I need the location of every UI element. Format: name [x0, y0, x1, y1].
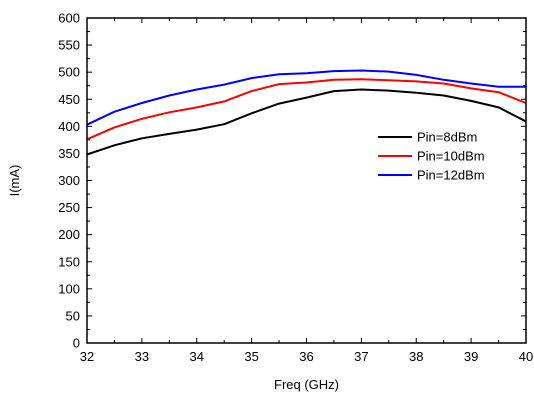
- y-tick-label: 600: [58, 11, 80, 26]
- y-axis-label: I(mA): [7, 165, 22, 197]
- y-tick-label: 200: [58, 227, 80, 242]
- x-tick-label: 39: [464, 349, 478, 364]
- y-tick-label: 300: [58, 173, 80, 188]
- y-tick-label: 100: [58, 281, 80, 296]
- y-tick-label: 0: [73, 336, 80, 351]
- y-tick-label: 50: [66, 308, 80, 323]
- x-tick-label: 34: [190, 349, 204, 364]
- x-tick-label: 38: [409, 349, 423, 364]
- legend-label: Pin=10dBm: [417, 149, 485, 164]
- tick-labels: 32 33 34 35 36 37 38 39 400501001502002503003504…: [58, 11, 533, 365]
- x-tick-label: 37: [354, 349, 368, 364]
- series-line: [86, 78, 527, 141]
- x-tick-label: 33: [135, 349, 149, 364]
- y-tick-label: 500: [58, 65, 80, 80]
- series-line: [86, 69, 526, 126]
- x-tick-label: 35: [244, 349, 258, 364]
- y-tick-label: 450: [58, 92, 80, 107]
- x-tick-label: 40: [519, 349, 533, 364]
- legend-label: Pin=12dBm: [417, 168, 485, 183]
- x-axis-label: Freq (GHz): [274, 377, 339, 392]
- x-tick-label: 36: [299, 349, 313, 364]
- y-tick-label: 250: [58, 200, 80, 215]
- y-tick-label: 400: [58, 119, 80, 134]
- y-tick-label: 150: [58, 254, 80, 269]
- legend-label: Pin=8dBm: [417, 130, 477, 145]
- y-tick-label: 550: [58, 38, 80, 53]
- series-line: [86, 88, 527, 156]
- x-tick-label: 32: [80, 349, 94, 364]
- series-lines: [86, 69, 527, 156]
- y-tick-label: 350: [58, 146, 80, 161]
- legend: Pin=8dBm Pin=10dBm Pin=12dBm: [378, 130, 485, 183]
- plot-frame: [86, 17, 527, 344]
